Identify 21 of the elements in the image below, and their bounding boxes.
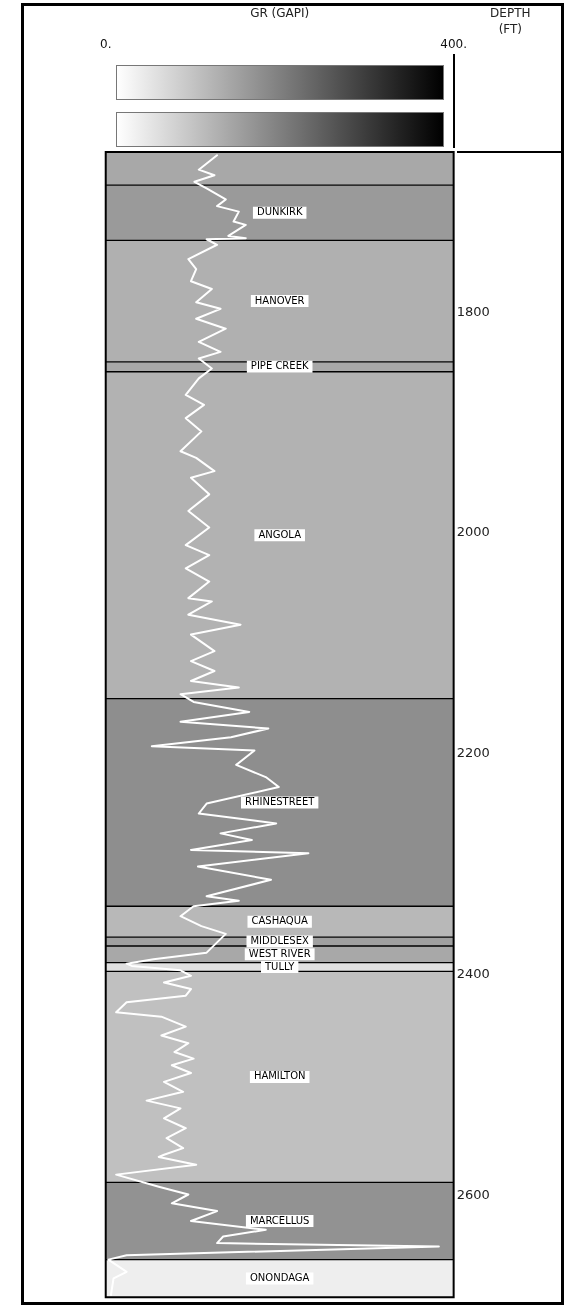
band-label: MIDDLESEX — [250, 935, 310, 947]
band-label: ANGOLA — [258, 528, 302, 540]
band-label: ONONDAGA — [249, 1272, 310, 1284]
y-tick-label: 2200 — [456, 745, 490, 761]
y-tick-label: 1800 — [456, 303, 490, 319]
band-label: MARCELLUS — [249, 1214, 310, 1226]
band-label: WEST RIVER — [248, 947, 311, 959]
y-tick-label: 2000 — [456, 524, 490, 540]
band-label: CASHAQUA — [251, 915, 309, 927]
band-label: RHINESTREET — [245, 796, 316, 808]
x-axis-title: GR (GAPI) — [250, 6, 310, 21]
x-tick-label: 400. — [440, 36, 467, 51]
band-label: HAMILTON — [253, 1070, 306, 1082]
band-label: PIPE CREEK — [250, 360, 309, 372]
y-axis-title: DEPTH (FT) — [490, 6, 531, 37]
band-label: TULLY — [264, 960, 296, 972]
y-tick-label: 2600 — [456, 1186, 490, 1202]
x-tick-label: 0. — [100, 36, 112, 51]
band-label: DUNKIRK — [256, 206, 303, 218]
band-label: HANOVER — [254, 294, 305, 306]
y-tick-label: 2400 — [456, 966, 490, 982]
